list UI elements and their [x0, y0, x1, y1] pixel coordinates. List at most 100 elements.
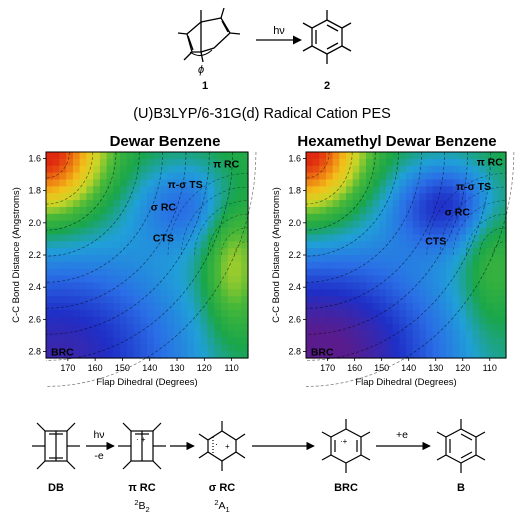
heatmap-cell: [234, 234, 242, 242]
heatmap-cell: [147, 275, 155, 284]
heatmap-cell: [419, 282, 427, 290]
heatmap-cell: [147, 165, 155, 174]
heatmap-cell: [379, 172, 387, 181]
heatmap-cell: [93, 241, 101, 249]
heatmap-cell: [359, 179, 367, 187]
heatmap-cell: [306, 186, 314, 194]
heatmap-cell: [86, 213, 94, 222]
heatmap-cell: [392, 200, 400, 208]
heatmap-cell: [106, 172, 114, 181]
heatmap-cell: [180, 268, 188, 277]
heatmap-cell: [120, 261, 128, 270]
heatmap-cell: [452, 193, 460, 201]
heatmap-cell: [346, 186, 354, 194]
heatmap-cell: [466, 213, 474, 222]
heatmap-cell: [207, 330, 215, 338]
heatmap-cell: [93, 337, 101, 345]
heatmap-cell: [99, 172, 108, 181]
heatmap-cell: [406, 344, 414, 352]
heatmap-cell: [452, 289, 460, 297]
heatmap-cell: [419, 337, 427, 345]
heatmap-cell: [426, 200, 434, 208]
heatmap-cell: [459, 200, 467, 208]
heatmap-cell: [221, 152, 229, 160]
heatmap-cell: [200, 179, 209, 187]
heatmap-cell: [412, 200, 420, 208]
heatmap-cell: [59, 158, 67, 167]
heatmap-cell: [46, 179, 54, 187]
heatmap-cell: [200, 234, 209, 242]
heatmap-cell: [99, 186, 108, 194]
heatmap-cell: [306, 152, 314, 160]
heatmap-cell: [187, 337, 195, 345]
heatmap-cell: [372, 316, 380, 325]
heatmap-cell: [133, 241, 141, 249]
heatmap-cell: [113, 193, 121, 201]
heatmap-cell: [332, 241, 340, 249]
heatmap-cell: [352, 337, 360, 345]
y-tick-label: 2.2: [288, 250, 301, 260]
heatmap-cell: [173, 303, 182, 311]
x-tick-label: 130: [428, 363, 443, 373]
heatmap-cell: [52, 220, 61, 229]
heatmap-cell: [499, 316, 507, 325]
heatmap-cell: [386, 351, 394, 359]
heatmap-cell: [207, 152, 215, 160]
heatmap-cell: [147, 303, 155, 311]
heatmap-cell: [452, 351, 460, 359]
heatmap-cell: [306, 241, 314, 249]
heatmap-cell: [241, 323, 249, 332]
heatmap-cell: [46, 275, 54, 284]
heatmap-cell: [346, 275, 354, 284]
heatmap-cell: [187, 193, 195, 201]
heatmap-cell: [120, 241, 128, 249]
heatmap-cell: [126, 241, 135, 249]
heatmap-cell: [472, 193, 480, 201]
contour-line: [305, 151, 515, 387]
heatmap-cell: [339, 206, 347, 215]
heatmap-cell: [126, 248, 135, 256]
heatmap-cell: [406, 213, 414, 222]
heatmap-cell: [93, 248, 101, 256]
heatmap-cell: [160, 296, 168, 304]
heatmap-cell: [194, 248, 202, 256]
heatmap-cell: [399, 261, 407, 270]
heatmap-cell: [120, 220, 128, 229]
heatmap-cell: [140, 213, 148, 222]
heatmap-cell: [406, 186, 414, 194]
heatmap-cell: [386, 282, 394, 290]
heatmap-cell: [180, 351, 188, 359]
heatmap-cell: [86, 172, 94, 181]
heatmap-cell: [93, 344, 101, 352]
heatmap-cell: [140, 179, 148, 187]
heatmap-cell: [426, 296, 434, 304]
heatmap-cell: [332, 323, 340, 332]
heatmap-cell: [499, 282, 507, 290]
heatmap-cell: [66, 309, 74, 318]
heatmap-cell: [412, 282, 420, 290]
heatmap-cell: [234, 213, 242, 222]
heatmap-cell: [200, 255, 209, 263]
heatmap-cell: [46, 234, 54, 242]
heatmap-cell: [359, 351, 367, 359]
heatmap-cell: [180, 289, 188, 297]
heatmap-cell: [466, 303, 474, 311]
heatmap-cell: [412, 165, 420, 174]
heatmap-cell: [227, 330, 236, 338]
heatmap-cell: [326, 309, 334, 318]
heatmap-cell: [332, 261, 340, 270]
plot-area: [306, 152, 507, 359]
heatmap-cell: [234, 296, 242, 304]
heatmap-cell: [221, 289, 229, 297]
heatmap-cell: [200, 303, 209, 311]
contour-line: [45, 152, 70, 179]
heatmap-cell: [106, 200, 114, 208]
heatmap-cell: [200, 344, 209, 352]
heatmap-cell: [346, 248, 354, 256]
heatmap-cell: [160, 316, 168, 325]
heatmap-cell: [326, 248, 334, 256]
heatmap-cell: [234, 152, 242, 160]
heatmap-cell: [439, 344, 447, 352]
heatmap-cell: [492, 261, 500, 270]
